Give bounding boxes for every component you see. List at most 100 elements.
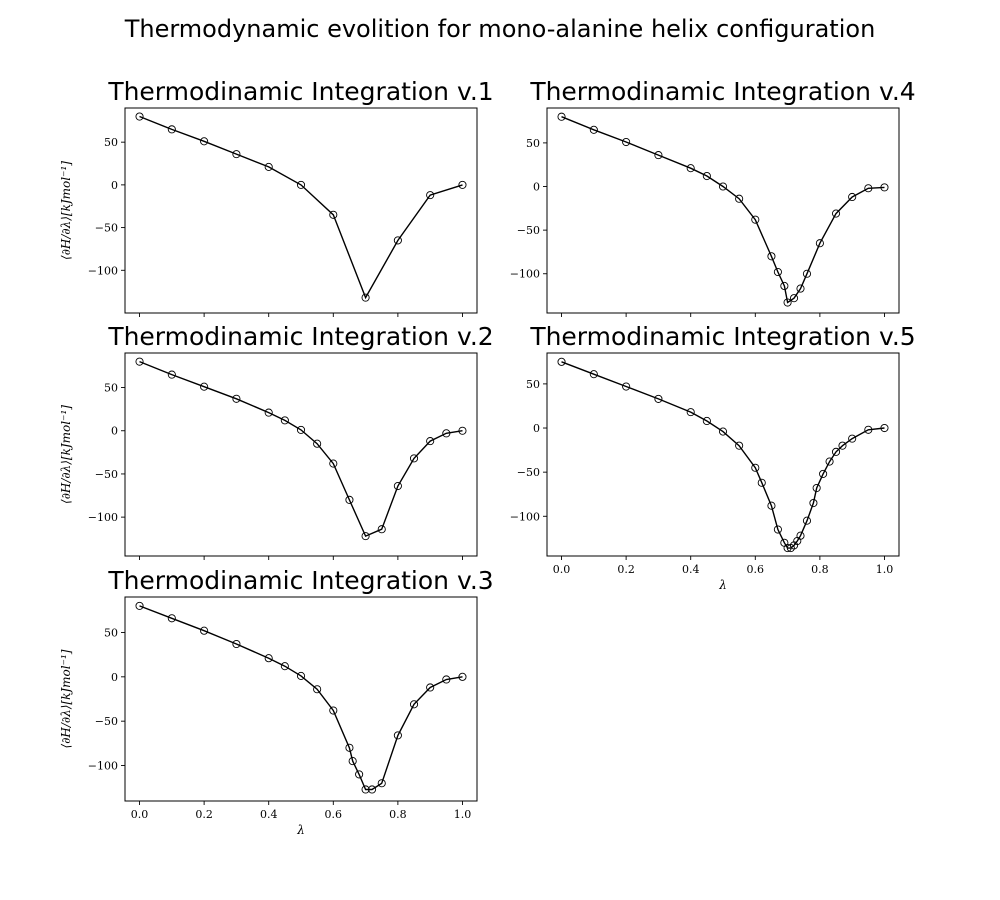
data-point — [773, 267, 782, 277]
y-tick-label: 0 — [533, 422, 540, 435]
y-tick-label: −50 — [95, 222, 118, 235]
y-tick-label: −100 — [510, 510, 540, 523]
data-point — [718, 182, 728, 191]
data-point — [313, 685, 322, 694]
data-point — [329, 706, 338, 715]
data-point — [686, 408, 695, 417]
x-tick-label: 0.4 — [682, 563, 700, 576]
data-point — [232, 639, 241, 649]
series-line — [139, 115, 463, 300]
data-point — [783, 298, 792, 307]
data-point — [812, 483, 821, 493]
data-point — [361, 785, 370, 794]
data-point — [809, 498, 818, 508]
x-tick-label: 0.8 — [389, 808, 407, 821]
y-tick-label: 0 — [111, 671, 118, 684]
data-point — [780, 281, 789, 291]
data-point — [767, 252, 776, 261]
x-tick-label: 0.6 — [747, 563, 765, 576]
y-tick-label: 0 — [111, 179, 118, 192]
x-tick-label: 1.0 — [876, 563, 894, 576]
data-point — [767, 501, 776, 510]
series-line — [139, 360, 463, 538]
data-point — [796, 531, 805, 540]
data-point — [819, 469, 828, 478]
data-point — [264, 162, 273, 171]
y-tick-label: 50 — [526, 378, 540, 391]
data-point — [167, 614, 176, 623]
axes-frame — [546, 352, 900, 557]
data-point — [409, 700, 419, 709]
y-tick-label: 0 — [111, 425, 118, 438]
data-point — [135, 357, 144, 366]
data-point — [393, 481, 402, 491]
data-point — [751, 215, 760, 224]
data-point — [458, 426, 467, 435]
data-point — [426, 683, 435, 692]
data-point — [825, 457, 834, 466]
data-point — [557, 112, 566, 121]
data-point — [557, 357, 566, 366]
y-axis-label: ⟨∂H/∂λ⟩[kJmol⁻¹] — [59, 649, 73, 748]
data-point — [735, 194, 744, 203]
x-tick-label: 0.0 — [131, 808, 149, 821]
data-point — [815, 239, 824, 248]
x-tick-label: 0.0 — [553, 563, 571, 576]
figure-suptitle: Thermodynamic evolition for mono-alanine… — [124, 15, 876, 43]
data-point — [848, 192, 857, 202]
data-point — [393, 236, 402, 245]
data-point — [589, 370, 598, 379]
data-point — [361, 293, 370, 302]
data-point — [831, 447, 841, 456]
data-point — [200, 382, 209, 391]
data-point — [167, 370, 176, 379]
data-point — [296, 671, 306, 680]
data-point — [838, 441, 847, 450]
subplot-title: Thermodinamic Integration v.3 — [107, 566, 493, 595]
data-point — [802, 269, 812, 278]
y-axis-label: ⟨∂H/∂λ⟩[kJmol⁻¹] — [59, 161, 73, 260]
data-point — [313, 439, 322, 448]
data-point — [686, 164, 695, 173]
data-point — [654, 394, 663, 403]
subplot-4: Thermodinamic Integration v.4 −100 −50 0 50 — [510, 77, 916, 317]
data-point — [442, 675, 451, 684]
axes-frame — [124, 352, 478, 557]
data-point — [280, 662, 289, 671]
data-point — [367, 785, 377, 794]
data-point — [348, 757, 357, 766]
data-point — [345, 495, 354, 504]
data-point — [135, 112, 144, 121]
y-tick-label: −50 — [517, 224, 540, 237]
data-point — [409, 454, 419, 463]
y-tick-label: −50 — [517, 466, 540, 479]
x-tick-label: 0.6 — [325, 808, 343, 821]
data-point — [377, 779, 386, 788]
data-point — [864, 425, 873, 434]
data-point — [377, 525, 386, 534]
axes-frame — [124, 107, 478, 314]
x-tick-label: 0.4 — [260, 808, 278, 821]
data-point — [831, 209, 841, 218]
data-point — [880, 423, 889, 433]
data-point — [135, 601, 144, 610]
subplot-5: Thermodinamic Integration v.5 0.0 0.2 0.4 0.… — [510, 322, 916, 592]
data-point — [735, 441, 744, 450]
y-tick-label: −100 — [88, 264, 118, 277]
data-point — [426, 437, 435, 446]
y-tick-label: 0 — [533, 181, 540, 194]
subplot-title: Thermodinamic Integration v.4 — [529, 77, 915, 106]
data-point — [773, 525, 782, 534]
x-axis-label: λ — [718, 578, 727, 592]
y-tick-label: −50 — [95, 715, 118, 728]
y-tick-label: 50 — [526, 137, 540, 150]
subplot-2: Thermodinamic Integration v.2 −100 −50 0 50 ⟨… — [59, 322, 494, 560]
data-point — [232, 150, 241, 159]
data-point — [167, 125, 176, 134]
x-tick-label: 0.8 — [811, 563, 829, 576]
data-point — [296, 180, 306, 189]
y-tick-label: −50 — [95, 468, 118, 481]
data-point — [458, 180, 467, 189]
data-point — [802, 516, 812, 525]
subplots: Thermodinamic Integration v.1 −100 −50 0 50 ⟨… — [59, 77, 916, 837]
